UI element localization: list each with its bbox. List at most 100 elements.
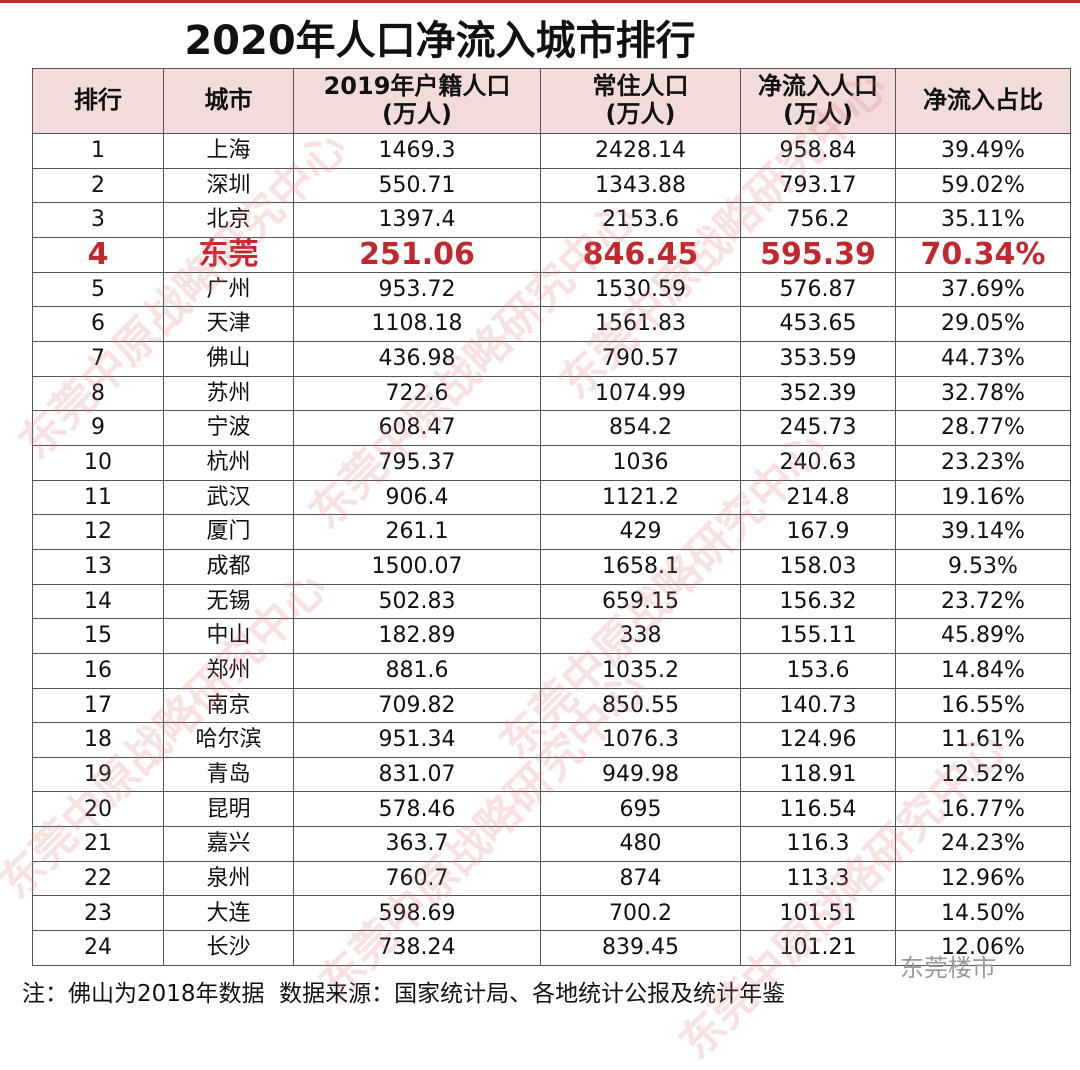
- table-cell: 1530.59: [541, 272, 741, 308]
- table-cell: 泉州: [164, 861, 294, 897]
- table-cell: 21: [33, 827, 164, 862]
- table-cell: 167.9: [741, 515, 896, 550]
- table-cell: 2428.14: [541, 134, 741, 169]
- table-row: 15 中山 182.89 338 155.11 45.89%: [33, 619, 1071, 654]
- table-cell: 中山: [164, 619, 294, 654]
- table-row: 3 北京 1397.4 2153.6 756.2 35.11%: [33, 203, 1071, 238]
- table-cell: 480: [541, 827, 741, 862]
- table-cell: 14: [33, 584, 164, 620]
- table-row: 17 南京 709.82 850.55 140.73 16.55%: [33, 688, 1071, 724]
- table-row: 21 嘉兴 363.7 480 116.3 24.23%: [33, 827, 1071, 862]
- table-cell: 1035.2: [541, 653, 741, 689]
- table-cell: 9.53%: [896, 549, 1071, 585]
- table-cell: 700.2: [541, 896, 741, 932]
- table-row: 8 苏州 722.6 1074.99 352.39 32.78%: [33, 376, 1071, 412]
- table-cell: 118.91: [741, 757, 896, 793]
- table-cell: 251.06: [294, 237, 541, 273]
- table-cell: 790.57: [541, 341, 741, 377]
- table-cell: 天津: [164, 307, 294, 342]
- table-cell: 949.98: [541, 757, 741, 793]
- table-row: 11 武汉 906.4 1121.2 214.8 19.16%: [33, 480, 1071, 516]
- table-cell: 青岛: [164, 757, 294, 793]
- table-row: 5 广州 953.72 1530.59 576.87 37.69%: [33, 272, 1071, 308]
- table-cell: 158.03: [741, 549, 896, 585]
- table-cell: 郑州: [164, 653, 294, 689]
- table-cell: 成都: [164, 549, 294, 585]
- table-cell: 1561.83: [541, 307, 741, 342]
- table-cell: 长沙: [164, 931, 294, 966]
- table-cell: 795.37: [294, 445, 541, 481]
- table-cell: 无锡: [164, 584, 294, 620]
- table-cell: 155.11: [741, 619, 896, 654]
- table-cell: 854.2: [541, 411, 741, 446]
- table-cell: 23.72%: [896, 584, 1071, 620]
- table-cell: 32.78%: [896, 376, 1071, 412]
- title: 2020年人口净流入城市排行: [184, 18, 696, 64]
- table-cell: 116.3: [741, 827, 896, 862]
- table-cell: 35.11%: [896, 203, 1071, 238]
- table-cell: 245.73: [741, 411, 896, 446]
- table-cell: 28.77%: [896, 411, 1071, 446]
- table-cell: 756.2: [741, 203, 896, 238]
- table-cell: 906.4: [294, 480, 541, 516]
- table-cell: 353.59: [741, 341, 896, 377]
- table-cell: 39.14%: [896, 515, 1071, 550]
- table-cell: 12.06%: [896, 931, 1071, 966]
- table-cell: 101.21: [741, 931, 896, 966]
- table-cell: 17: [33, 688, 164, 724]
- table-cell: 7: [33, 341, 164, 377]
- table-cell: 22: [33, 861, 164, 897]
- table-cell: 608.47: [294, 411, 541, 446]
- table-cell: 11.61%: [896, 723, 1071, 758]
- table-cell: 大连: [164, 896, 294, 932]
- table-cell: 6: [33, 307, 164, 342]
- table-cell: 广州: [164, 272, 294, 308]
- table-cell: 2153.6: [541, 203, 741, 238]
- table-cell: 722.6: [294, 376, 541, 412]
- table-cell: 19.16%: [896, 480, 1071, 516]
- table-cell: 502.83: [294, 584, 541, 620]
- header-cell: 城市: [164, 69, 294, 134]
- table-cell: 576.87: [741, 272, 896, 308]
- table-row: 2 深圳 550.71 1343.88 793.17 59.02%: [33, 168, 1071, 204]
- table-cell: 武汉: [164, 480, 294, 516]
- table-row: 20 昆明 578.46 695 116.54 16.77%: [33, 792, 1071, 828]
- table-cell: 595.39: [741, 237, 896, 273]
- table-cell: 1343.88: [541, 168, 741, 204]
- table-cell: 153.6: [741, 653, 896, 689]
- table-cell: 16: [33, 653, 164, 689]
- table-cell: 140.73: [741, 688, 896, 724]
- table-cell: 436.98: [294, 341, 541, 377]
- table-cell: 550.71: [294, 168, 541, 204]
- table-cell: 116.54: [741, 792, 896, 828]
- table-row: 16 郑州 881.6 1035.2 153.6 14.84%: [33, 653, 1071, 689]
- table-row: 24 长沙 738.24 839.45 101.21 12.06%: [33, 931, 1071, 966]
- table-cell: 214.8: [741, 480, 896, 516]
- table-cell: 宁波: [164, 411, 294, 446]
- table-row: 6 天津 1108.18 1561.83 453.65 29.05%: [33, 307, 1071, 342]
- table-cell: 1121.2: [541, 480, 741, 516]
- table-cell: 2: [33, 168, 164, 204]
- table-row: 4 东莞 251.06 846.45 595.39 70.34%: [33, 237, 1071, 273]
- table-cell: 深圳: [164, 168, 294, 204]
- table-row: 14 无锡 502.83 659.15 156.32 23.72%: [33, 584, 1071, 620]
- table-cell: 760.7: [294, 861, 541, 897]
- table-cell: 24.23%: [896, 827, 1071, 862]
- table-cell: 1108.18: [294, 307, 541, 342]
- header-cell: 净流入占比: [896, 69, 1071, 134]
- table-cell: 45.89%: [896, 619, 1071, 654]
- table-cell: 19: [33, 757, 164, 793]
- table-cell: 3: [33, 203, 164, 238]
- footnote: 注：佛山为2018年数据 数据来源：国家统计局、各地统计公报及统计年鉴: [22, 981, 786, 1007]
- table-cell: 881.6: [294, 653, 541, 689]
- table-cell: 23.23%: [896, 445, 1071, 481]
- table-cell: 39.49%: [896, 134, 1071, 169]
- table-cell: 44.73%: [896, 341, 1071, 377]
- table-cell: 429: [541, 515, 741, 550]
- header-row: 排行 城市 2019年户籍人口 (万人) 常住人口 (万人) 净流入人口 (万人) 净流入…: [33, 69, 1071, 134]
- table-cell: 953.72: [294, 272, 541, 308]
- table-cell: 8: [33, 376, 164, 412]
- table-cell: 12.52%: [896, 757, 1071, 793]
- table-cell: 佛山: [164, 341, 294, 377]
